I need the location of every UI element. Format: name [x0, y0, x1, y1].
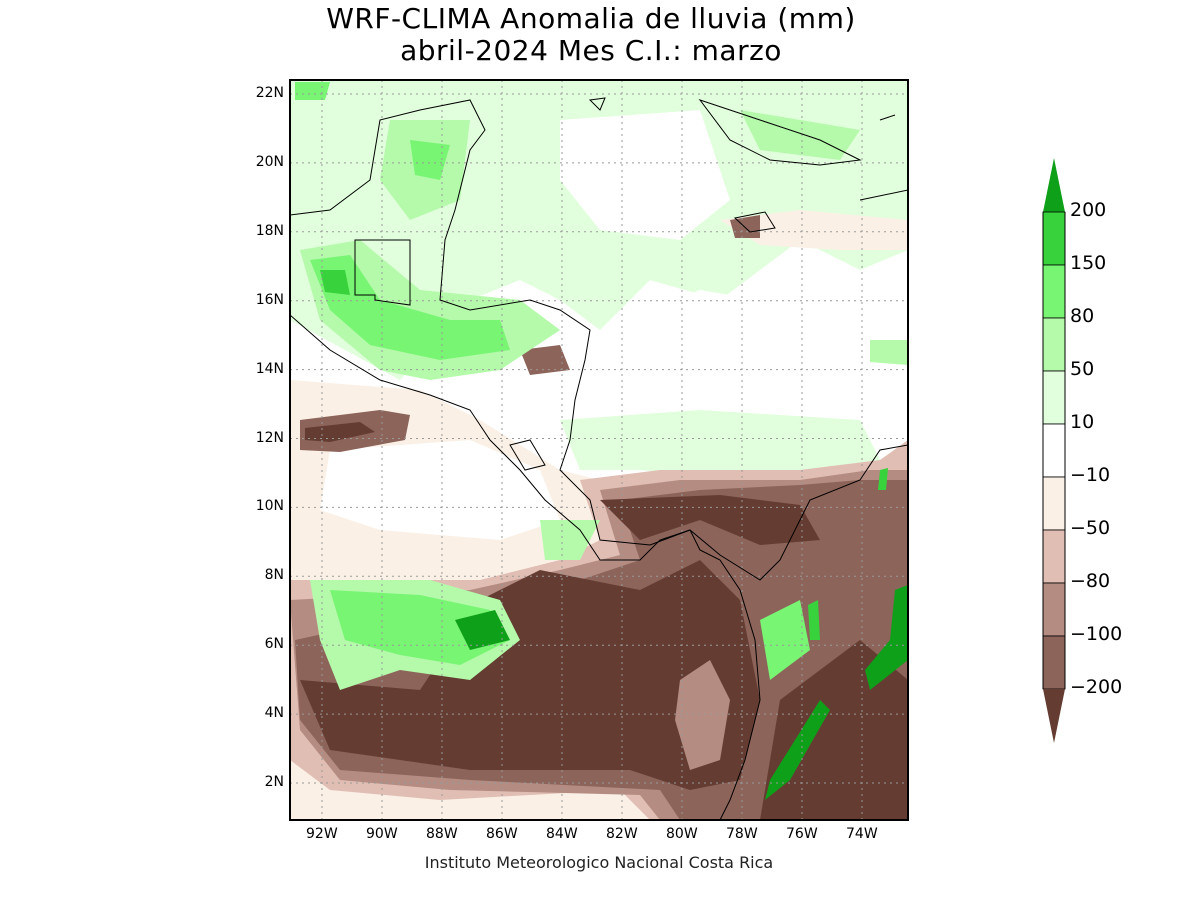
anomaly-region	[295, 82, 330, 100]
anomaly-region	[870, 340, 908, 365]
anomaly-region	[410, 140, 450, 180]
anomaly-region	[300, 560, 760, 790]
coastlines	[290, 97, 908, 820]
colorbar-arrow-top	[1043, 158, 1065, 212]
anomaly-region	[455, 610, 510, 650]
anomaly-region	[330, 590, 510, 665]
anomaly-region	[305, 422, 375, 442]
lon-label: 78W	[726, 826, 758, 842]
anomaly-region	[520, 345, 570, 375]
anomaly-region	[540, 520, 600, 560]
colorbar-swatch	[1042, 476, 1066, 531]
colorbar-swatch	[1042, 423, 1066, 478]
lon-label: 90W	[366, 826, 398, 842]
lon-label: 82W	[606, 826, 638, 842]
lon-label: 88W	[426, 826, 458, 842]
lon-label: 86W	[486, 826, 518, 842]
colorbar-label: −80	[1070, 570, 1111, 592]
colorbar-label: −50	[1070, 517, 1111, 539]
map-subtitle: abril-2024 Mes C.I.: marzo	[400, 34, 782, 67]
colorbar-arrow-bottom	[1043, 689, 1065, 743]
lat-label: 22N	[255, 85, 284, 101]
lat-label: 16N	[255, 291, 284, 308]
anomaly-region	[765, 700, 830, 800]
colorbar-label: 50	[1070, 358, 1095, 380]
rainfall-anomaly-field	[290, 80, 908, 820]
anomaly-region	[865, 585, 908, 690]
lat-label: 12N	[255, 429, 284, 446]
credit-text: Instituto Meteorologico Nacional Costa R…	[424, 853, 774, 872]
colorbar-swatch	[1042, 264, 1066, 319]
colorbar-label: −200	[1070, 676, 1123, 698]
anomaly-region	[560, 110, 730, 240]
colorbar-label: 10	[1070, 411, 1095, 433]
colorbar-label: 80	[1070, 305, 1095, 327]
lon-label: 76W	[786, 826, 818, 842]
gridlines	[290, 80, 908, 820]
colorbar-label: −10	[1070, 464, 1111, 486]
anomaly-region	[760, 600, 810, 680]
lat-label: 18N	[255, 222, 284, 239]
colorbar-swatch	[1042, 370, 1066, 425]
lon-label: 84W	[546, 826, 578, 842]
anomaly-region	[560, 410, 880, 480]
colorbar-label: 200	[1070, 199, 1107, 221]
anomaly-region	[720, 210, 908, 250]
colorbar-swatch	[1042, 529, 1066, 584]
lat-label: 6N	[264, 636, 284, 653]
lat-label: 10N	[255, 498, 284, 515]
colorbar-swatch	[1042, 211, 1066, 266]
lon-label: 80W	[666, 826, 698, 842]
lat-label: 2N	[264, 774, 284, 790]
colorbar	[1042, 158, 1066, 743]
lat-label: 8N	[264, 567, 284, 584]
anomaly-region	[310, 255, 510, 360]
anomaly-region	[320, 270, 350, 295]
anomaly-region	[878, 468, 888, 490]
lon-label: 74W	[846, 826, 878, 842]
map-frame	[289, 79, 909, 821]
colorbar-swatch	[1042, 317, 1066, 372]
lat-label: 4N	[264, 705, 284, 722]
colorbar-swatch	[1042, 582, 1066, 637]
anomaly-region	[675, 660, 730, 770]
anomaly-region	[808, 600, 820, 640]
lat-label: 14N	[255, 360, 284, 377]
colorbar-swatch	[1042, 635, 1066, 690]
colorbar-label: 150	[1070, 252, 1107, 274]
lat-label: 20N	[255, 153, 284, 170]
anomaly-region	[740, 110, 860, 160]
map-title: WRF-CLIMA Anomalia de lluvia (mm)	[326, 2, 856, 35]
anomaly-region	[320, 440, 560, 540]
colorbar-label: −100	[1070, 623, 1123, 645]
anomaly-region	[590, 290, 880, 440]
lon-label: 92W	[306, 826, 338, 842]
